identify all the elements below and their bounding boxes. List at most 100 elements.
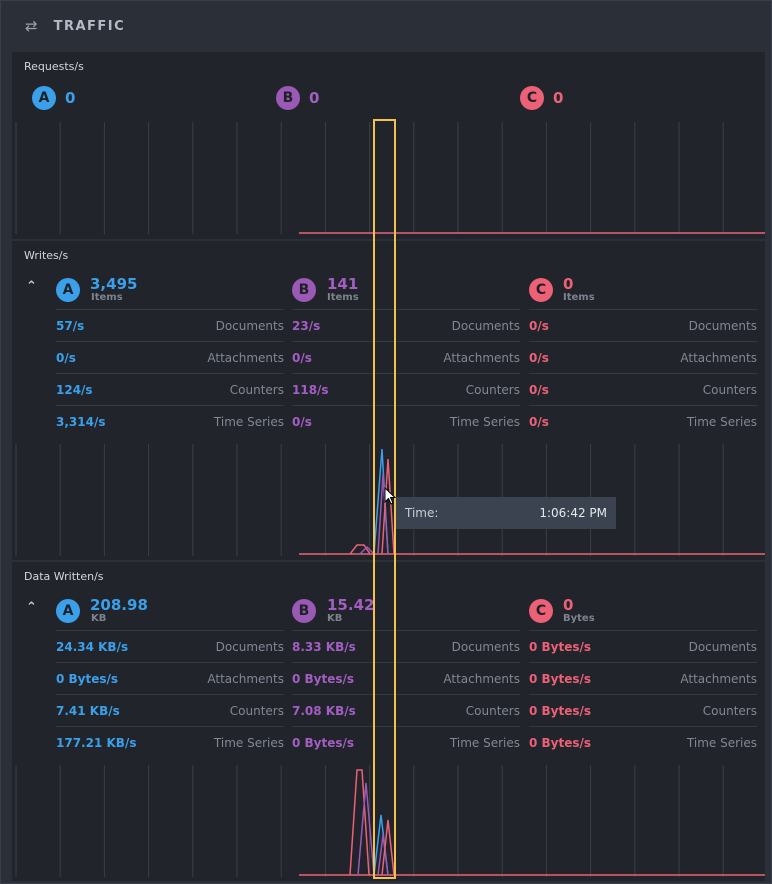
data-spike-b — [377, 834, 389, 876]
row-label: Time Series — [213, 735, 284, 750]
requests-gridlines — [15, 122, 724, 234]
row-label: Attachments — [207, 350, 284, 365]
data-written-chart[interactable] — [12, 765, 765, 877]
data-c-row-attachments: 0 Bytes/s Attachments — [529, 662, 757, 694]
node-b-badge: B — [276, 86, 300, 110]
data-b-row-time-series: 0 Bytes/s Time Series — [292, 726, 520, 758]
row-value: 8.33 KB/s — [292, 639, 356, 654]
row-label: Documents — [688, 639, 757, 654]
row-value: 118/s — [292, 382, 329, 397]
row-label: Attachments — [443, 350, 520, 365]
row-value: 0/s — [292, 414, 312, 429]
data-spike-c — [381, 819, 395, 876]
requests-chart[interactable] — [12, 122, 765, 234]
data-c-row-counters: 0 Bytes/s Counters — [529, 694, 757, 726]
row-label: Documents — [688, 318, 757, 333]
writes-c-row-counters: 0/s Counters — [529, 373, 757, 405]
writes-node-a-badge: A — [56, 278, 80, 302]
row-value: 0 Bytes/s — [529, 703, 592, 718]
node-a-requests: 0 — [65, 89, 76, 107]
data-node-c-rows: 0 Bytes/s Documents 0 Bytes/s Attachments … — [529, 630, 757, 758]
row-value: 0/s — [529, 414, 549, 429]
data-c-row-documents: 0 Bytes/s Documents — [529, 630, 757, 662]
data-a-row-counters: 7.41 KB/s Counters — [56, 694, 284, 726]
writes-node-b-unit: Items — [327, 292, 359, 303]
writes-spike-b — [377, 473, 389, 555]
data-written-section: Data Written/s ⌃ A 208.98 KB B 15.42 KB … — [12, 562, 765, 882]
row-value: 124/s — [56, 382, 93, 397]
data-a-row-time-series: 177.21 KB/s Time Series — [56, 726, 284, 758]
node-c-requests: 0 — [553, 89, 564, 107]
row-label: Documents — [215, 318, 284, 333]
writes-spike-c — [381, 458, 395, 555]
data-written-title: Data Written/s — [24, 570, 104, 583]
data-node-a-unit: KB — [91, 613, 107, 624]
row-label: Counters — [465, 382, 520, 397]
row-value: 0 Bytes/s — [292, 671, 355, 686]
widget-title: TRAFFIC — [53, 18, 126, 34]
row-value: 0/s — [529, 382, 549, 397]
data-written-chart-svg — [15, 765, 765, 877]
data-a-row-documents: 24.34 KB/s Documents — [56, 630, 284, 662]
data-node-b-rows: 8.33 KB/s Documents 0 Bytes/s Attachments … — [292, 630, 520, 758]
node-c-badge: C — [520, 86, 544, 110]
writes-node-c-rows: 0/s Documents 0/s Attachments 0/s Counters … — [529, 309, 757, 437]
data-node-a-rows: 24.34 KB/s Documents 0 Bytes/s Attachments… — [56, 630, 284, 758]
data-node-b-unit: KB — [327, 613, 343, 624]
writes-c-row-time-series: 0/s Time Series — [529, 405, 757, 437]
row-value: 0 Bytes/s — [529, 639, 592, 654]
writes-b-row-counters: 118/s Counters — [292, 373, 520, 405]
row-value: 0 Bytes/s — [56, 671, 119, 686]
writes-c-row-attachments: 0/s Attachments — [529, 341, 757, 373]
row-label: Time Series — [449, 414, 520, 429]
data-c-row-time-series: 0 Bytes/s Time Series — [529, 726, 757, 758]
writes-node-b-rows: 23/s Documents 0/s Attachments 118/s Counte… — [292, 309, 520, 437]
row-value: 177.21 KB/s — [56, 735, 137, 750]
data-b-row-documents: 8.33 KB/s Documents — [292, 630, 520, 662]
widget-header: ⇄ TRAFFIC — [1, 1, 772, 51]
writes-node-a-unit: Items — [91, 292, 123, 303]
data-node-c-unit: Bytes — [563, 613, 595, 624]
row-label: Attachments — [680, 671, 757, 686]
writes-b-row-documents: 23/s Documents — [292, 309, 520, 341]
row-value: 0 Bytes/s — [529, 671, 592, 686]
node-a-badge: A — [32, 86, 56, 110]
data-node-a-badge: A — [56, 599, 80, 623]
data-node-b-badge: B — [292, 599, 316, 623]
swap-arrows-icon: ⇄ — [25, 17, 38, 35]
writes-a-row-time-series: 3,314/s Time Series — [56, 405, 284, 437]
row-label: Documents — [451, 318, 520, 333]
tooltip-label: Time: — [405, 506, 439, 520]
row-label: Time Series — [213, 414, 284, 429]
row-value: 3,314/s — [56, 414, 106, 429]
writes-a-row-counters: 124/s Counters — [56, 373, 284, 405]
tooltip-value: 1:06:42 PM — [539, 506, 607, 520]
writes-spike-c-early — [349, 544, 371, 555]
row-value: 0 Bytes/s — [529, 735, 592, 750]
data-node-c-total: 0 — [563, 596, 574, 614]
requests-chart-svg — [15, 122, 765, 234]
data-spike-b-early — [357, 782, 375, 876]
row-label: Attachments — [443, 671, 520, 686]
collapse-writes-chevron-icon[interactable]: ⌃ — [26, 279, 37, 294]
row-value: 0/s — [529, 318, 549, 333]
row-label: Counters — [229, 382, 284, 397]
writes-node-c-unit: Items — [563, 292, 595, 303]
row-value: 57/s — [56, 318, 85, 333]
row-value: 7.41 KB/s — [56, 703, 120, 718]
data-node-b-total: 15.42 — [327, 596, 375, 614]
row-label: Documents — [451, 639, 520, 654]
writes-b-row-attachments: 0/s Attachments — [292, 341, 520, 373]
row-value: 0/s — [56, 350, 76, 365]
row-value: 0/s — [292, 350, 312, 365]
writes-node-c-total: 0 — [563, 275, 574, 293]
collapse-data-written-chevron-icon[interactable]: ⌃ — [26, 600, 37, 615]
row-label: Time Series — [449, 735, 520, 750]
requests-title: Requests/s — [24, 60, 84, 73]
writes-node-b-total: 141 — [327, 275, 359, 293]
writes-b-row-time-series: 0/s Time Series — [292, 405, 520, 437]
data-a-row-attachments: 0 Bytes/s Attachments — [56, 662, 284, 694]
data-node-a-total: 208.98 — [90, 596, 148, 614]
row-label: Attachments — [680, 350, 757, 365]
